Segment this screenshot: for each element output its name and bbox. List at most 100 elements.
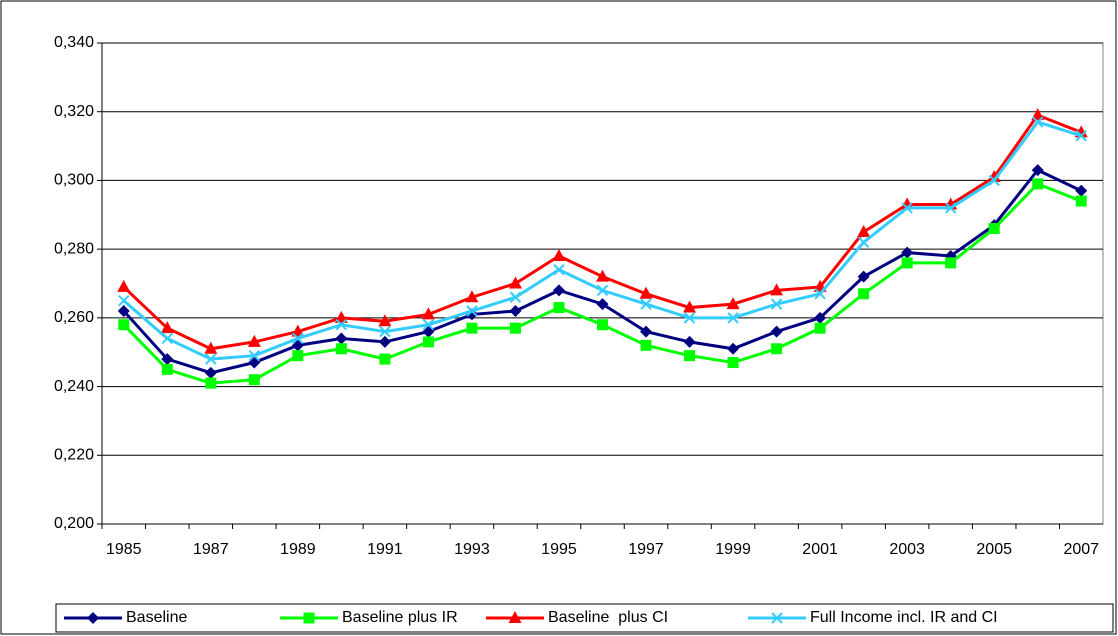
data-point: [118, 294, 130, 307]
data-point: [640, 298, 652, 310]
legend-label: Baseline plus CI: [548, 609, 668, 626]
data-point: [508, 276, 522, 289]
x-tick-label: 1995: [541, 541, 577, 558]
data-point: [378, 335, 391, 348]
data-point: [771, 343, 783, 355]
data-point: [1032, 178, 1044, 190]
data-point: [292, 332, 304, 345]
data-point: [378, 314, 392, 327]
x-tick-label: 2001: [802, 541, 838, 558]
x-tick-label: 2007: [1063, 541, 1099, 558]
data-point: [379, 325, 391, 338]
x-tick-label: 1987: [193, 541, 229, 558]
data-point: [160, 321, 174, 334]
data-point: [421, 307, 435, 320]
data-point: [727, 357, 739, 369]
data-point: [422, 336, 434, 348]
data-point: [117, 304, 130, 317]
legend-label: Baseline plus IR: [342, 609, 458, 626]
data-point: [335, 332, 348, 345]
data-point: [1075, 195, 1087, 207]
data-point: [291, 324, 305, 337]
data-point: [553, 302, 565, 314]
data-point: [509, 291, 522, 303]
data-point: [596, 269, 609, 282]
data-point: [465, 290, 479, 303]
data-point: [1031, 108, 1045, 121]
x-tick-label: 1997: [628, 541, 664, 558]
data-point: [553, 264, 565, 276]
data-point: [770, 298, 783, 310]
data-point: [683, 312, 696, 324]
data-point: [770, 325, 783, 338]
data-point: [770, 283, 784, 296]
data-point: [727, 342, 740, 355]
data-point: [205, 377, 217, 389]
data-point: [683, 335, 696, 348]
data-point: [117, 279, 131, 292]
data-point: [901, 257, 913, 269]
data-point: [857, 236, 870, 248]
data-point: [988, 174, 1000, 187]
data-point: [945, 257, 957, 269]
data-point: [1075, 130, 1087, 142]
data-point: [857, 224, 871, 237]
data-point: [944, 202, 957, 214]
x-tick-label: 1985: [106, 541, 142, 558]
data-point: [1031, 164, 1044, 177]
y-tick-label: 0,240: [54, 378, 94, 395]
x-tick-label: 1993: [454, 541, 490, 558]
legend-marker: [87, 612, 99, 624]
data-point: [466, 305, 478, 317]
data-point: [814, 322, 826, 334]
data-point: [379, 353, 391, 365]
data-point: [161, 332, 173, 345]
data-point: [727, 312, 739, 324]
legend-marker: [303, 612, 315, 624]
y-tick-label: 0,200: [54, 515, 94, 532]
data-point: [1075, 184, 1088, 197]
y-tick-label: 0,340: [54, 34, 94, 51]
x-tick-label: 1991: [367, 541, 403, 558]
data-point: [726, 297, 740, 310]
data-point: [335, 319, 348, 331]
data-point: [161, 353, 174, 366]
legend-box: [55, 603, 1114, 633]
legend-label: Full Income incl. IR and CI: [810, 609, 998, 626]
data-point: [858, 288, 870, 300]
data-point: [901, 246, 914, 259]
y-tick-label: 0,220: [54, 447, 94, 464]
data-point: [292, 350, 304, 362]
data-point: [509, 322, 521, 334]
data-point: [596, 284, 609, 297]
data-point: [597, 319, 608, 331]
data-point: [640, 325, 653, 338]
data-point: [248, 349, 261, 362]
data-point: [987, 169, 1001, 182]
data-point: [683, 300, 697, 313]
x-tick-label: 2005: [976, 541, 1012, 558]
data-point: [988, 223, 1000, 235]
data-point: [205, 353, 217, 365]
data-point: [335, 343, 347, 355]
data-point: [552, 284, 565, 297]
legend-label: Baseline: [126, 609, 187, 626]
data-point: [204, 341, 218, 354]
y-tick-label: 0,280: [54, 240, 94, 257]
data-point: [247, 334, 261, 347]
data-point: [466, 322, 478, 334]
y-tick-label: 0,260: [54, 309, 94, 326]
data-point: [814, 288, 826, 300]
x-tick-label: 1989: [280, 541, 316, 558]
data-point: [248, 374, 260, 386]
y-tick-label: 0,300: [54, 172, 94, 189]
data-point: [204, 366, 217, 379]
data-point: [1032, 116, 1044, 128]
x-tick-label: 2003: [889, 541, 925, 558]
data-point: [334, 310, 348, 323]
data-point: [639, 286, 653, 299]
data-point: [857, 270, 870, 283]
data-point: [901, 202, 913, 214]
x-tick-label: 1999: [715, 541, 751, 558]
